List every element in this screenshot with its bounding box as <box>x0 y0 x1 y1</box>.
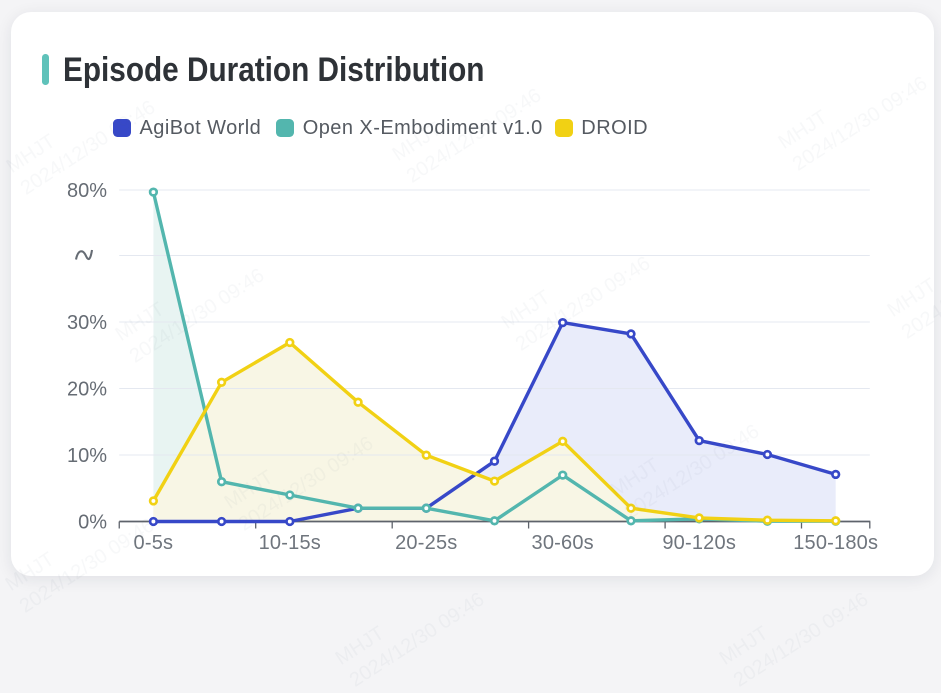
svg-text:20-25s: 20-25s <box>395 532 457 554</box>
svg-text:90-120s: 90-120s <box>662 532 736 554</box>
svg-text:30-60s: 30-60s <box>532 532 594 554</box>
svg-text:0-5s: 0-5s <box>134 532 174 554</box>
svg-text:10-15s: 10-15s <box>259 532 321 554</box>
svg-text:30%: 30% <box>67 312 107 334</box>
svg-text:10%: 10% <box>67 445 107 467</box>
svg-text:0%: 0% <box>78 511 107 533</box>
svg-text:20%: 20% <box>67 378 107 400</box>
svg-text:150-180s: 150-180s <box>793 532 878 554</box>
svg-text:80%: 80% <box>67 180 107 202</box>
